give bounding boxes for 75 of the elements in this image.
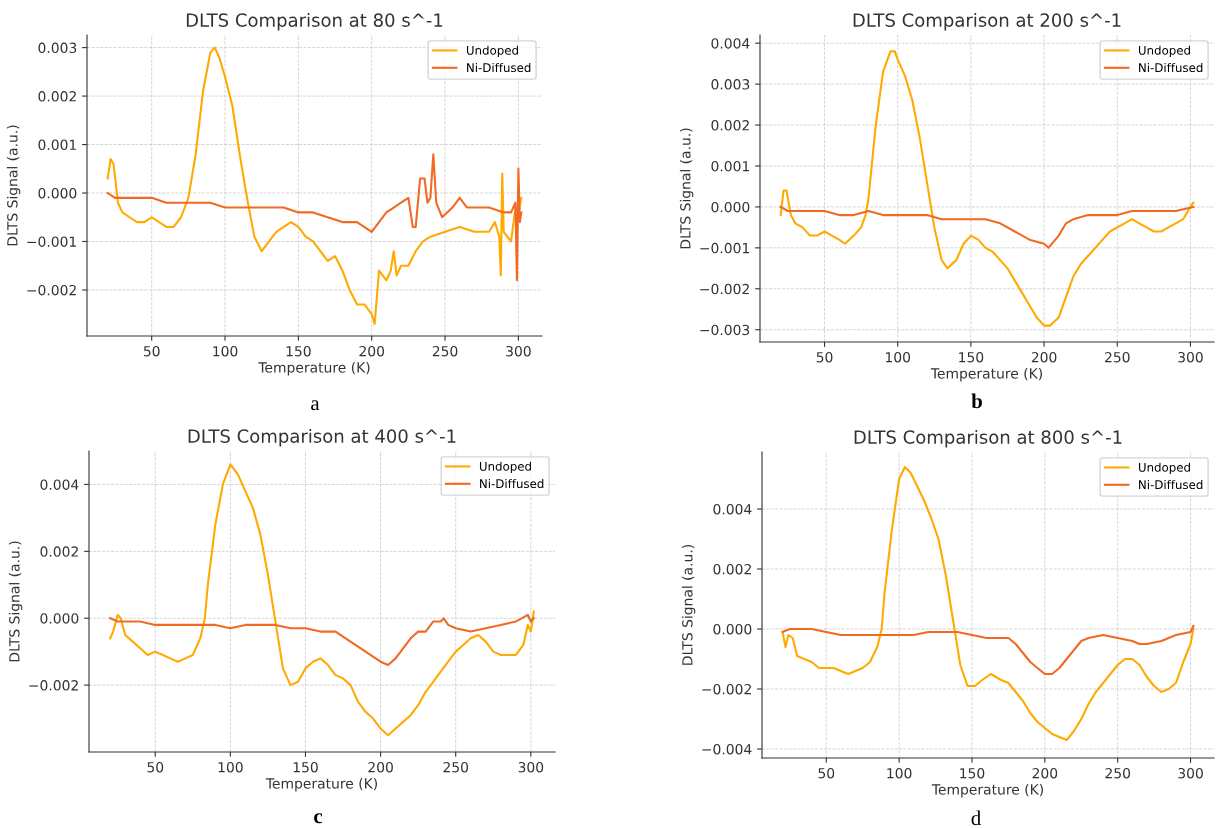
line-series — [109, 613, 535, 667]
y-tick-label: 0.000 — [713, 623, 752, 635]
legend-label: Undoped — [479, 461, 531, 474]
text: b — [971, 393, 982, 409]
y-tick-label: 0.002 — [711, 120, 749, 131]
x-tick-label: 200 — [1031, 351, 1057, 363]
y-tick-label: 0.001 — [38, 139, 76, 151]
x-tick-label: 50 — [143, 345, 160, 357]
x-tick-label: 300 — [1178, 767, 1203, 779]
legend-label: Undoped — [1138, 45, 1190, 58]
x-tick-label: 150 — [293, 761, 318, 773]
x-tick-label: 150 — [960, 767, 985, 779]
y-tick-label: −0.001 — [700, 242, 749, 254]
y-tick-label: 0.002 — [38, 91, 76, 102]
legend-label: Ni-Diffused — [480, 478, 544, 489]
y-tick-label: −0.003 — [700, 324, 750, 336]
text: d — [971, 810, 981, 826]
x-axis-title: Temperature (K) — [930, 367, 1042, 382]
chart-title: DLTS Comparison at 800 s^-1 — [854, 429, 1122, 448]
x-tick-label: 250 — [1105, 351, 1130, 363]
y-axis-title: DLTS Signal (a.u.) — [6, 125, 21, 246]
line-series — [106, 153, 523, 282]
legend-label: Undoped — [1138, 462, 1190, 475]
x-tick-label: 300 — [1178, 351, 1203, 363]
y-tick-label: 0.004 — [40, 479, 79, 490]
x-tick-label: 50 — [147, 761, 164, 773]
y-tick-label: 0.000 — [38, 187, 77, 199]
y-tick-label: 0.000 — [40, 613, 79, 624]
text: c — [314, 813, 323, 824]
legend-label: Ni-Diffused — [1139, 62, 1203, 73]
x-tick-label: 150 — [959, 351, 984, 363]
legend-label: Undoped — [466, 45, 518, 58]
legend-label: Ni-Diffused — [467, 62, 531, 73]
x-tick-label: 200 — [359, 345, 385, 357]
x-tick-label: 150 — [286, 345, 311, 357]
y-tick-label: 0.002 — [713, 563, 751, 575]
y-axis-title: DLTS Signal (a.u.) — [681, 545, 696, 665]
x-tick-label: 250 — [1105, 767, 1131, 779]
y-tick-label: 0.004 — [711, 38, 750, 49]
x-tick-label: 50 — [818, 767, 835, 779]
x-tick-label: 250 — [432, 345, 458, 357]
x-axis-title: Temperature (K) — [931, 783, 1043, 798]
y-tick-label: 0.003 — [711, 79, 750, 90]
x-tick-label: 250 — [443, 761, 469, 773]
x-tick-label: 100 — [885, 351, 911, 363]
y-tick-label: 0.000 — [711, 201, 750, 213]
line-series — [779, 205, 1195, 249]
x-tick-label: 300 — [506, 345, 531, 357]
y-tick-label: 0.002 — [40, 546, 78, 557]
y-tick-label: −0.004 — [702, 743, 752, 755]
x-tick-label: 200 — [368, 761, 393, 773]
y-tick-label: −0.001 — [27, 236, 76, 247]
x-tick-label: 100 — [218, 761, 243, 773]
x-tick-label: 200 — [1032, 767, 1058, 779]
y-axis-title: DLTS Signal (a.u.) — [679, 128, 694, 249]
chart-title: DLTS Comparison at 400 s^-1 — [188, 428, 456, 447]
text: a — [311, 400, 320, 411]
chart-title: DLTS Comparison at 200 s^-1 — [853, 12, 1121, 31]
chart-title: DLTS Comparison at 80 s^-1 — [186, 12, 443, 31]
y-tick-label: 0.001 — [711, 160, 749, 172]
y-tick-label: −0.002 — [700, 283, 749, 295]
x-axis-title: Temperature (K) — [265, 777, 377, 792]
legend-label: Ni-Diffused — [1139, 479, 1203, 490]
x-tick-label: 50 — [816, 351, 833, 363]
y-tick-label: 0.003 — [38, 42, 77, 54]
x-axis-title: Temperature (K) — [258, 361, 370, 376]
line-series — [781, 624, 1195, 676]
y-axis-title: DLTS Signal (a.u.) — [8, 541, 23, 662]
y-tick-label: −0.002 — [27, 284, 76, 296]
y-tick-label: 0.004 — [713, 503, 752, 515]
y-tick-label: −0.002 — [29, 680, 78, 691]
x-tick-label: 100 — [213, 345, 238, 357]
y-tick-label: −0.002 — [702, 683, 751, 695]
x-tick-label: 100 — [887, 767, 912, 779]
x-tick-label: 300 — [518, 761, 544, 773]
